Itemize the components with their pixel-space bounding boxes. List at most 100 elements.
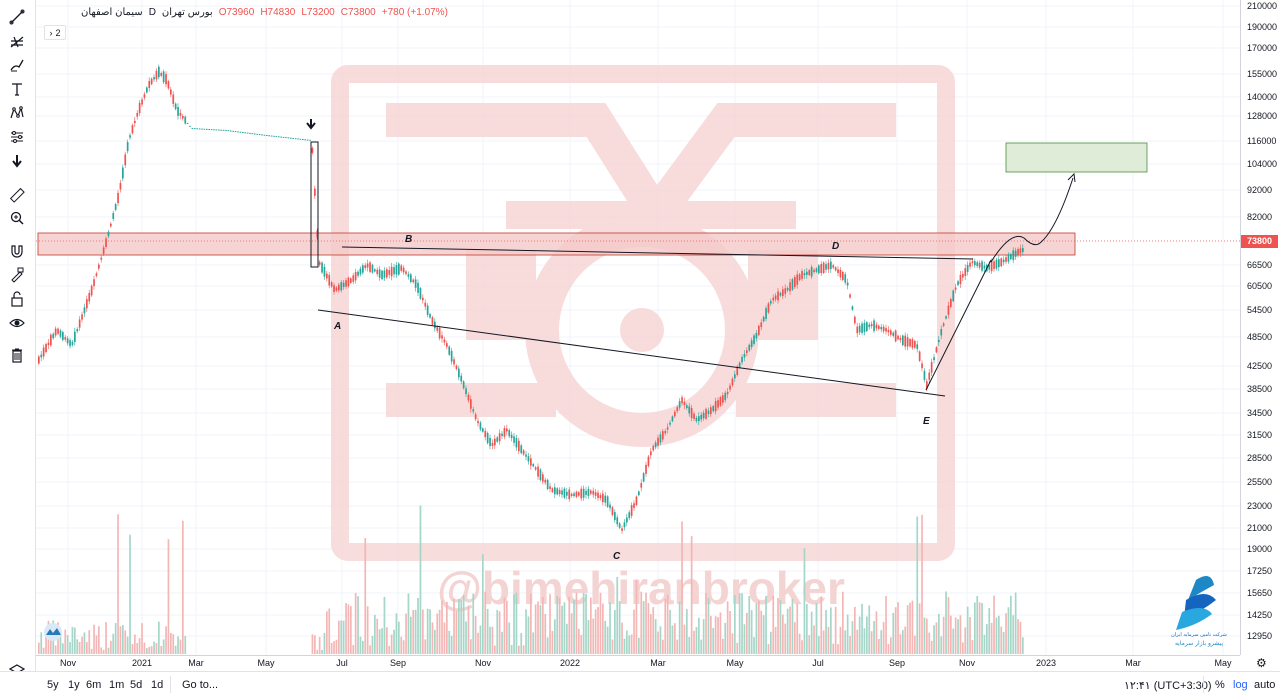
candle — [249, 132, 251, 134]
candle-body — [882, 326, 885, 332]
range-5d[interactable]: 5d — [130, 679, 143, 691]
volume-bar — [105, 622, 107, 654]
candle-body — [702, 412, 705, 419]
brush-icon[interactable] — [5, 54, 29, 76]
candle-body — [762, 316, 765, 322]
symbol-name[interactable]: سیمان اصفهان — [81, 7, 143, 18]
volume-bar — [801, 640, 803, 654]
candle-body — [479, 422, 482, 430]
resistance-zone[interactable] — [37, 232, 1076, 256]
candle-body — [638, 491, 640, 496]
lock-pencil-icon[interactable] — [5, 264, 29, 286]
volume-bar — [683, 624, 686, 654]
range-1m[interactable]: 1m — [109, 679, 125, 691]
candle-body — [839, 269, 842, 278]
candle-body — [815, 268, 818, 272]
candle-body — [527, 456, 530, 462]
volume-bar — [462, 595, 465, 654]
candle-body — [410, 274, 412, 283]
volume-bar — [978, 602, 981, 654]
price-axis[interactable]: 210000 190000 170000 155000 140000 128000 1160… — [1240, 0, 1280, 655]
volume-bar — [362, 640, 364, 654]
percent-toggle[interactable]: % — [1215, 679, 1225, 691]
pattern-icon[interactable] — [5, 102, 29, 124]
chart-area[interactable]: @bimehiranbroker A B C D E شرکت — [36, 0, 1240, 655]
range-6m[interactable]: 6m — [86, 679, 102, 691]
settings-icon[interactable]: ⚙ — [1256, 656, 1267, 670]
trendline-icon[interactable] — [5, 6, 29, 28]
volume-bar — [477, 632, 479, 654]
log-toggle[interactable]: log — [1233, 679, 1248, 691]
zoom-icon[interactable] — [5, 207, 29, 229]
divider — [170, 676, 171, 693]
range-1y[interactable]: 1y — [68, 679, 80, 691]
candle-body — [455, 365, 458, 370]
range-1d[interactable]: 1d — [151, 679, 164, 691]
measure-icon[interactable] — [5, 126, 29, 148]
trendline-lower[interactable] — [317, 309, 946, 397]
candle-body — [662, 431, 664, 440]
magnet-icon[interactable] — [5, 240, 29, 262]
volume-bar — [640, 591, 643, 654]
candle-body — [316, 230, 319, 238]
trash-icon[interactable] — [5, 344, 29, 366]
clock-time[interactable]: ۱۲:۴۱ (UTC+3:30) — [1124, 680, 1212, 692]
volume-bar — [789, 606, 791, 654]
indicator-count: 2 — [55, 27, 61, 38]
eye-icon[interactable] — [5, 312, 29, 334]
price-chart[interactable]: @bimehiranbroker A B C D E شرکت — [36, 0, 1240, 655]
volume-bar — [868, 605, 871, 654]
candle-body — [424, 302, 427, 307]
volume-bar — [693, 630, 695, 654]
time-tick: Jul — [336, 658, 348, 668]
interval[interactable]: D — [148, 7, 156, 18]
target-zone[interactable] — [1005, 142, 1148, 173]
volume-bar — [364, 537, 367, 654]
projection-path[interactable] — [990, 177, 1074, 263]
price-tick: 155000 — [1247, 69, 1278, 79]
arrow-down-icon[interactable] — [5, 150, 29, 172]
candle-body — [909, 339, 911, 347]
candle-body — [626, 517, 628, 523]
volume-bar — [609, 602, 611, 654]
candle — [292, 137, 294, 139]
volume-bar — [81, 636, 83, 654]
auto-toggle[interactable]: auto — [1254, 679, 1276, 691]
volume-bar — [986, 624, 988, 654]
change-value: +780 (+1.07%) — [381, 7, 448, 18]
volume-bar — [1014, 592, 1017, 654]
volume-bar — [354, 592, 357, 654]
candle — [194, 128, 196, 130]
trendline-rise[interactable] — [925, 259, 992, 391]
candle — [215, 129, 218, 131]
candle-body — [429, 314, 431, 318]
fork-icon[interactable] — [5, 30, 29, 52]
volume-bar — [150, 646, 153, 654]
candle-body — [1022, 247, 1024, 253]
range-5y[interactable]: 5y — [47, 679, 59, 691]
gap-box[interactable] — [310, 141, 319, 268]
volume-bar — [568, 596, 571, 654]
ruler-icon[interactable] — [5, 184, 29, 206]
chart-logo-icon[interactable] — [44, 623, 62, 641]
volume-bar — [700, 639, 703, 654]
volume-bar — [582, 592, 585, 654]
candle-body — [551, 488, 554, 493]
candle — [309, 139, 311, 141]
volume-bar — [774, 627, 777, 654]
collapse-indicators-button[interactable]: › 2 — [44, 25, 66, 40]
volume-bar — [760, 610, 763, 654]
trendline-upper[interactable] — [341, 246, 974, 260]
candle-body — [765, 308, 767, 319]
time-axis[interactable]: Nov 2021 Mar May Jul Sep Nov 2022 Mar May Jul Sep No… — [36, 655, 1240, 672]
volume-bar — [558, 597, 561, 654]
candle-body — [1012, 250, 1015, 260]
lock-icon[interactable] — [5, 288, 29, 310]
candle-body — [446, 343, 448, 347]
goto-button[interactable]: Go to... — [182, 679, 219, 691]
volume-bar — [604, 620, 607, 654]
text-icon[interactable] — [5, 78, 29, 100]
volume-bar — [825, 610, 827, 654]
label-c: C — [613, 551, 621, 562]
volume-bar — [947, 597, 950, 654]
